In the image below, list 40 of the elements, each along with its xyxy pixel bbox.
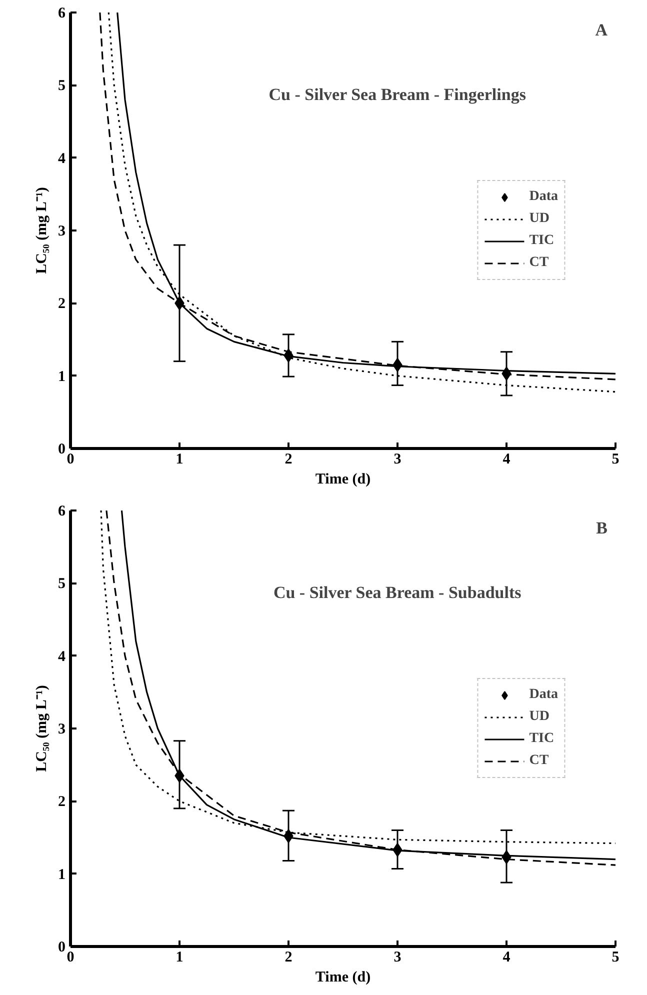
y-tick-label: 3 bbox=[58, 722, 66, 738]
x-tick-label: 5 bbox=[612, 452, 620, 468]
y-tick-label: 1 bbox=[58, 866, 66, 883]
y-tick-label: 1 bbox=[58, 368, 66, 385]
x-tick-label: 3 bbox=[394, 950, 402, 966]
y-axis-title: LC₅₀ (mg L⁻¹) bbox=[34, 187, 50, 274]
y-tick-label: 2 bbox=[58, 296, 66, 312]
x-tick-label: 4 bbox=[502, 452, 511, 468]
x-axis-title: Time (d) bbox=[315, 970, 371, 986]
y-tick-label: 0 bbox=[58, 442, 66, 458]
y-tick-label: 3 bbox=[58, 224, 66, 240]
y-tick-label: 5 bbox=[58, 78, 66, 94]
legend-label: CT bbox=[529, 753, 550, 769]
text: Cu - Silver Sea Bream - Subadults bbox=[273, 583, 522, 602]
y-tick-label: 4 bbox=[58, 648, 66, 665]
x-tick-label: 2 bbox=[284, 950, 292, 966]
y-tick-label: 6 bbox=[58, 504, 66, 520]
x-tick-label: 5 bbox=[612, 950, 620, 966]
y-tick-label: 2 bbox=[58, 794, 66, 810]
y-tick-label: 6 bbox=[58, 6, 66, 22]
y-tick-label: 5 bbox=[58, 576, 66, 592]
legend-label: TIC bbox=[529, 233, 554, 249]
x-tick-label: 3 bbox=[394, 452, 402, 468]
x-tick-label: 4 bbox=[502, 950, 511, 966]
text: Cu - Silver Sea Bream - Fingerlings bbox=[268, 85, 526, 104]
legend-label: Data bbox=[529, 687, 558, 703]
y-axis-title: LC₅₀ (mg L⁻¹) bbox=[34, 685, 50, 772]
y-tick-label: 0 bbox=[58, 940, 66, 956]
legend-label: UD bbox=[529, 709, 550, 725]
legend-label: Data bbox=[529, 189, 558, 205]
annotation: B bbox=[596, 518, 608, 538]
annotation: A bbox=[595, 20, 608, 40]
x-tick-label: 2 bbox=[284, 452, 292, 468]
y-tick-label: 4 bbox=[58, 150, 66, 167]
x-tick-label: 1 bbox=[176, 950, 184, 966]
x-axis-title: Time (d) bbox=[315, 472, 371, 488]
legend-label: TIC bbox=[529, 731, 554, 747]
legend-label: CT bbox=[529, 255, 550, 271]
legend-label: UD bbox=[529, 211, 550, 227]
x-tick-label: 1 bbox=[176, 452, 184, 468]
